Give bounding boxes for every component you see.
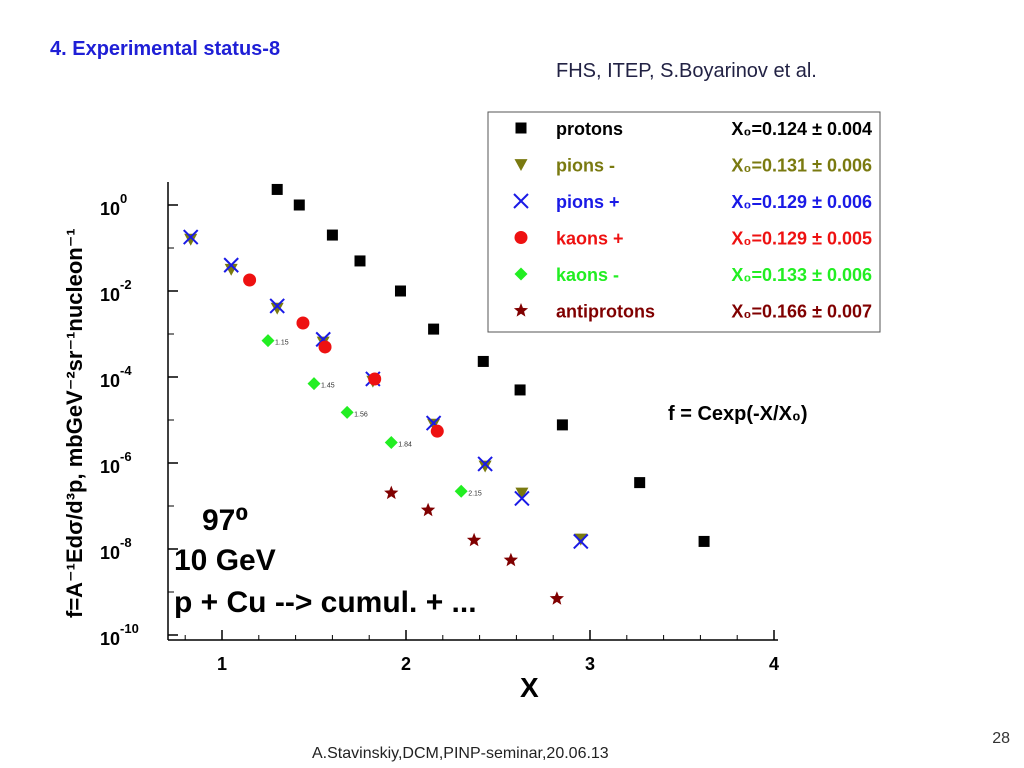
- series-kaons: [243, 273, 444, 438]
- y-tick-label: 10-4: [100, 363, 132, 391]
- legend-x0-value: X₀=0.166 ± 0.007: [731, 302, 872, 322]
- point-label: 2.15: [468, 490, 482, 497]
- data-point: [293, 199, 305, 211]
- y-tick-label: 100: [100, 191, 127, 219]
- data-point: [420, 502, 436, 517]
- data-point: [514, 384, 526, 396]
- point-label: 1.84: [398, 441, 412, 448]
- data-point: [261, 334, 275, 348]
- data-point: [430, 424, 444, 438]
- data-point: [384, 435, 398, 449]
- data-point: [478, 460, 492, 473]
- reaction-label: p + Cu --> cumul. + ...: [174, 586, 477, 619]
- data-point: [514, 490, 530, 507]
- legend-marker: [514, 159, 528, 171]
- data-point: [296, 316, 310, 330]
- data-point: [466, 532, 482, 547]
- data-points: 1.15 1.45 1.56 1.84 2.15: [183, 183, 710, 605]
- data-point: [384, 485, 399, 500]
- x-tick-label: 2: [401, 654, 411, 674]
- x-axis-label: X: [520, 672, 539, 703]
- legend-label: pions +: [556, 192, 620, 212]
- footer-text: A.Stavinskiy,DCM,PINP-seminar,20.06.13: [312, 745, 609, 762]
- point-label: 1.15: [275, 340, 289, 347]
- series-pions: [184, 233, 588, 546]
- data-point: [428, 323, 440, 335]
- data-point: [556, 419, 568, 431]
- legend-x0-value: X₀=0.131 ± 0.006: [731, 156, 872, 176]
- data-point: [427, 418, 441, 431]
- data-point: [549, 591, 564, 605]
- credit-text: FHS, ITEP, S.Boyarinov et al.: [556, 60, 817, 82]
- legend-x0-value: X₀=0.124 ± 0.004: [731, 119, 872, 139]
- data-point: [271, 183, 283, 195]
- data-point: [477, 456, 493, 472]
- data-point: [573, 533, 589, 550]
- data-point: [340, 405, 354, 419]
- data-point: [477, 355, 489, 367]
- x-tick-label: 4: [769, 654, 779, 674]
- y-ticks: 100 10-2 10-4 10-6 10-8 10-10: [100, 191, 178, 649]
- legend-label: antiprotons: [556, 302, 655, 322]
- formula-text: f = Cexp(-X/X₀): [668, 403, 808, 425]
- y-tick-label: 10-8: [100, 535, 132, 563]
- legend-marker: [513, 303, 529, 317]
- data-point: [326, 229, 338, 241]
- y-tick-label: 10-2: [100, 277, 132, 305]
- data-point: [394, 285, 406, 297]
- data-point: [184, 233, 198, 246]
- data-point: [270, 302, 284, 315]
- data-point: [269, 298, 285, 314]
- legend-label: kaons -: [556, 265, 619, 285]
- data-point: [698, 535, 710, 547]
- y-axis-label: f=A⁻¹Edσ/d³p, mbGeV⁻²sr⁻¹nucleon⁻¹: [62, 228, 87, 618]
- data-point: [318, 340, 332, 354]
- legend-marker: [513, 193, 529, 209]
- data-point: [515, 487, 529, 500]
- data-point: [634, 477, 646, 489]
- series-protons: [271, 183, 710, 547]
- x-tick-label: 1: [217, 654, 227, 674]
- legend-items: protons X₀=0.124 ± 0.004 pions - X₀=0.131 ±…: [513, 119, 872, 322]
- x-ticks: 1 2 3 4: [184, 630, 779, 674]
- legend-label: pions -: [556, 156, 615, 176]
- y-tick-label: 10-6: [100, 449, 132, 477]
- energy-label: 10 GeV: [174, 544, 276, 577]
- data-point: [307, 377, 321, 391]
- data-point: [574, 533, 588, 546]
- y-tick-label: 10-10: [100, 621, 139, 649]
- legend-marker: [515, 122, 527, 134]
- legend-x0-value: X₀=0.129 ± 0.006: [731, 192, 872, 212]
- legend-label: kaons +: [556, 229, 624, 249]
- legend-marker: [514, 231, 528, 244]
- legend-x0-value: X₀=0.129 ± 0.005: [731, 229, 872, 249]
- data-point: [454, 484, 468, 498]
- data-point: [183, 229, 199, 245]
- data-point: [354, 255, 366, 267]
- series-antiprotons: [384, 485, 564, 605]
- x-tick-label: 3: [585, 654, 595, 674]
- legend-box: [487, 111, 881, 333]
- legend-x0-value: X₀=0.133 ± 0.006: [731, 265, 872, 285]
- slide-title: 4. Experimental status-8: [50, 38, 281, 60]
- legend-marker: [514, 267, 528, 281]
- data-point: [243, 273, 257, 287]
- data-point: [368, 372, 382, 386]
- point-label: 1.56: [354, 411, 368, 418]
- series-kaons: 1.15 1.45 1.56 1.84 2.15: [261, 334, 482, 498]
- data-point: [224, 263, 238, 276]
- point-label: 1.45: [321, 383, 335, 390]
- data-point: [503, 552, 518, 567]
- legend-label: protons: [556, 119, 623, 139]
- legend: protons X₀=0.124 ± 0.004 pions - X₀=0.131 ±…: [487, 111, 881, 333]
- data-point: [223, 257, 239, 273]
- angle-label: 97⁰: [202, 504, 249, 537]
- page-number: 28: [992, 730, 1010, 747]
